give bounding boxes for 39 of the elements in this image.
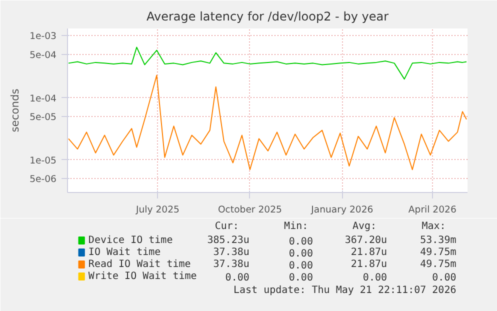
x-tick-label: January 2026 — [310, 204, 374, 216]
text: 0.00 — [362, 272, 388, 284]
text: 385.23u — [207, 235, 250, 246]
legend-label: Read IO Wait time — [88, 259, 191, 270]
text: 53.39m — [420, 235, 456, 246]
text: 37.38u — [213, 247, 250, 258]
y-tick-label: 5e-06 — [30, 174, 57, 186]
text: 0.00 — [288, 272, 313, 284]
text: Cur: — [214, 221, 239, 232]
line-series — [68, 46, 467, 80]
text: Min: — [284, 221, 308, 232]
x-tick-label: October 2025 — [218, 204, 282, 216]
text: 21.87u — [350, 247, 388, 258]
x-tick-label: April 2026 — [408, 204, 456, 216]
chart-title: Average latency for /dev/loop2 - by year — [146, 10, 389, 24]
text: Max: — [422, 221, 446, 232]
text: 49.75m — [420, 247, 456, 258]
line-series — [68, 74, 467, 170]
y-axis-title: seconds — [8, 88, 22, 132]
text: Avg: — [352, 221, 377, 232]
text: 21.87u — [350, 259, 388, 270]
y-tick-label: 5e-05 — [30, 112, 57, 124]
y-tick-label: 1e-05 — [30, 155, 57, 166]
text: 37.38u — [213, 259, 250, 270]
text: 49.75m — [420, 259, 456, 270]
y-tick-label: 5e-04 — [30, 50, 57, 61]
text: 0.00 — [288, 236, 313, 248]
legend-label: IO Wait time — [88, 247, 161, 258]
text: 0.00 — [432, 272, 456, 284]
legend-label: Write IO Wait time — [88, 271, 197, 282]
text: Last update: Thu May 21 22:11:07 2026 — [233, 285, 456, 296]
text: 367.20u — [344, 235, 388, 246]
text: 0.00 — [288, 260, 313, 272]
y-tick-label: 1e-03 — [30, 31, 57, 42]
x-tick-label: July 2025 — [134, 204, 180, 216]
text: 0.00 — [288, 248, 313, 260]
legend-label: Device IO time — [88, 235, 173, 246]
text: 0.00 — [225, 272, 250, 284]
y-tick-label: 1e-04 — [30, 93, 57, 104]
